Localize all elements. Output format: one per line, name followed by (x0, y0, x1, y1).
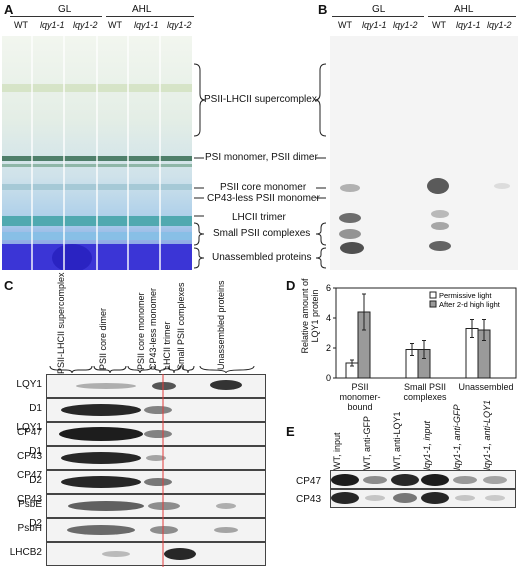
band-label-psi-monomer: PSI monomer, PSII dimer (205, 152, 318, 163)
panel-e-col-1: WT, input (332, 432, 342, 470)
panel-c-col-7: Unassembled proteins (216, 280, 226, 370)
panel-e-col-5: lqy1-1, anti-GFP (452, 404, 462, 470)
panel-d-xcat-1: PSII monomer-bound (339, 382, 381, 412)
panel-c-col-3: PSII core monomer (136, 292, 146, 370)
panel-c-col-brackets (49, 365, 255, 374)
y-tick-label-2: 4 (326, 313, 331, 323)
panel-a-group-gl: GL (58, 4, 72, 15)
panel-a-group-gl-line (10, 16, 102, 17)
panel-c-row-d1: D1 (29, 446, 42, 457)
band-label-unassembled: Unassembled proteins (212, 252, 312, 263)
panel-c-rowlabel-2: D1 (29, 403, 42, 414)
panel-e-col-6: lqy1-1, anti-LQY1 (482, 399, 492, 470)
panel-b-lane-1: WT (338, 20, 352, 30)
panel-c-rowlabel-5: D2 (29, 475, 42, 486)
panel-c-col-4: CP43-less monomer (148, 287, 158, 370)
panel-c-row-lqy1: LQY1 (16, 422, 42, 433)
band-label-supercomplex: PSII-LHCII supercomplex (204, 94, 317, 105)
panel-c-row-d2: D2 (29, 518, 42, 529)
panel-a-lane-6: lqy1-2 (167, 20, 192, 30)
panel-e-col-3: WT, anti-LQY1 (392, 411, 402, 470)
panel-c-col-2: PSII core dimer (98, 307, 108, 370)
legend-label-1: After 2-d high light (439, 300, 501, 309)
panel-c-rowlabel-8: LHCB2 (9, 547, 42, 558)
panel-b-group-ahl: AHL (454, 4, 474, 15)
panel-d-xcat-2: Small PSII complexes (403, 382, 447, 402)
panel-b-lane-4: WT (432, 20, 446, 30)
legend-swatch-1 (429, 300, 437, 308)
panel-b-lane-6: lqy1-2 (487, 20, 512, 30)
panel-a-brackets (193, 63, 206, 269)
panel-a-lane-3: lqy1-2 (73, 20, 98, 30)
panel-a-group-ahl: AHL (132, 4, 152, 15)
band-label-psii-core-monomer: PSII core monomer (220, 182, 307, 193)
panel-d-xcat-3: Unassembled (458, 382, 514, 392)
panel-c-row-cp47: CP47 (16, 470, 42, 481)
panel-c-row-cp43: CP43 (16, 494, 42, 505)
panel-b-lane-2: lqy1-1 (362, 20, 387, 30)
panel-c-rowlabel-3: CP47 (16, 427, 42, 438)
band-label-lhcii-trimer: LHCII trimer (232, 212, 286, 223)
panel-b-group-ahl-line (428, 16, 516, 17)
panel-e-blot (330, 470, 516, 508)
panel-a-lane-2: lqy1-1 (40, 20, 65, 30)
panel-a-gel (2, 36, 192, 270)
panel-e-col-2: WT, anti-GFP (362, 415, 372, 470)
panel-b-lane-3: lqy1-2 (393, 20, 418, 30)
panel-c-rowlabel-4: CP43 (16, 451, 42, 462)
panel-c-col-1-text: PSII-LHCII supercomplex (56, 272, 66, 374)
legend-label-0: Permissive light (439, 291, 492, 300)
panel-b-group-gl: GL (372, 4, 386, 15)
panel-b-blot (330, 36, 518, 270)
panel-b-lane-5: lqy1-1 (456, 20, 481, 30)
panel-c-col-5: LHCII trimer (162, 321, 172, 370)
panel-b-label: B (318, 2, 328, 17)
panel-e-row-cp47: CP47 (296, 476, 322, 487)
y-tick-label-1: 2 (326, 343, 331, 353)
band-label-cp43-less: CP43-less PSII monomer (207, 193, 320, 204)
panel-b-group-gl-line (332, 16, 424, 17)
panel-a-group-ahl-line (106, 16, 194, 17)
panel-a-label: A (4, 2, 14, 17)
panel-e-col-4: lqy1-1, input (422, 420, 432, 470)
panel-d-ylabel-text: Relative amount of LQY1 protein (300, 278, 320, 354)
band-label-small-psii: Small PSII complexes (213, 228, 311, 239)
panel-c-rowlabel-7: PsbH (17, 523, 42, 534)
y-tick-label-0: 0 (326, 373, 331, 383)
panel-c-blots (46, 374, 266, 567)
y-tick-label-3: 6 (326, 284, 331, 293)
panel-d-ylabel: Relative amount of LQY1 protein (300, 276, 320, 356)
panel-d-label: D (286, 278, 296, 293)
panel-a-lane-1: WT (14, 20, 28, 30)
legend-swatch-0 (429, 291, 437, 299)
panel-c-rowlabel-1: LQY1 (16, 379, 42, 390)
panel-c-label: C (4, 278, 14, 293)
panel-b-brackets (314, 63, 327, 269)
panel-c-rowlabel-6: PsbE (18, 499, 42, 510)
panel-e-row-cp43: CP43 (296, 494, 322, 505)
panel-c-col-6: Small PSII complexes (176, 282, 186, 370)
panel-a-lane-5: lqy1-1 (134, 20, 159, 30)
panel-a-lane-4: WT (108, 20, 122, 30)
panel-e-label: E (286, 424, 295, 439)
